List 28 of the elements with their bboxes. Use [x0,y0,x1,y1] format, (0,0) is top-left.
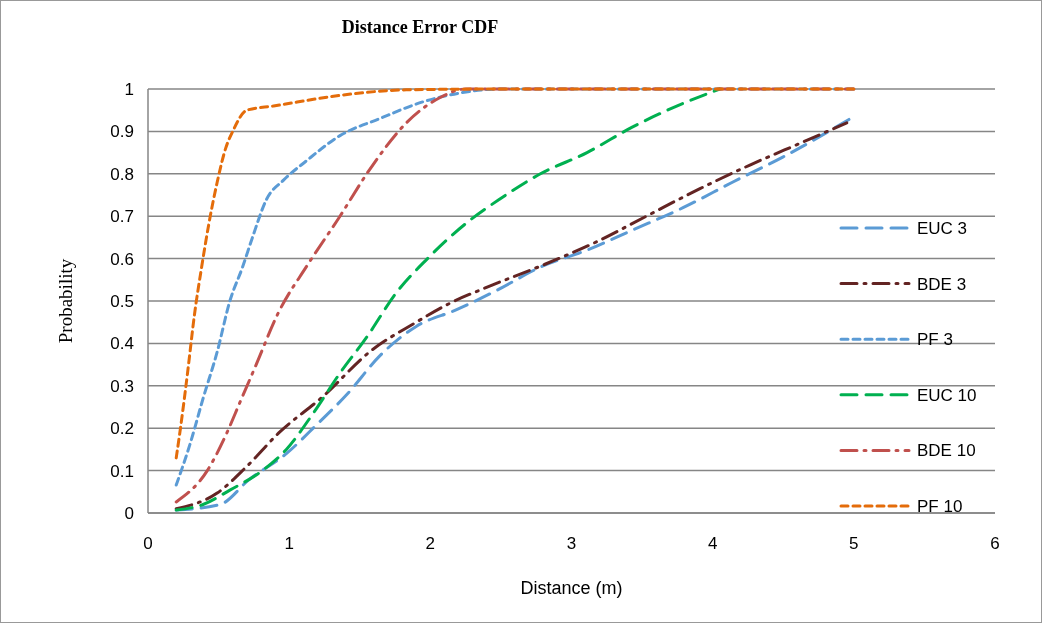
x-tick-label: 4 [707,534,718,553]
y-tick-label: 0.9 [110,122,134,142]
y-tick-label: 0.2 [110,419,134,439]
legend-label: BDE 10 [917,441,976,461]
legend-label: EUC 3 [917,218,968,238]
y-tick-label: 0.4 [110,334,134,354]
x-tick-label: 5 [849,534,859,553]
y-axis-title: Probability [55,258,76,344]
legend-label: EUC 10 [917,385,977,405]
x-tick-label: 0 [143,534,153,553]
x-tick-label: 1 [284,534,294,553]
y-tick-label: 0.8 [110,164,134,184]
y-tick-label: 0 [124,503,134,523]
y-tick-label: 0.6 [110,249,134,269]
x-axis-title: Distance (m) [520,578,623,598]
legend-label: PF 10 [917,496,963,516]
y-tick-label: 0.7 [110,207,134,227]
y-tick-label: 1 [124,79,134,99]
legend-label: BDE 3 [917,274,967,294]
x-tick-label: 6 [990,534,1000,553]
line-series [174,87,722,512]
y-tick-label: 0.3 [110,376,134,396]
x-tick-label: 2 [425,534,436,553]
y-tick-label: 0.1 [110,461,134,481]
chart-title: Distance Error CDF [341,17,499,37]
legend-label: PF 3 [917,330,953,350]
x-tick-label: 3 [566,534,577,553]
y-tick-label: 0.5 [110,291,134,311]
